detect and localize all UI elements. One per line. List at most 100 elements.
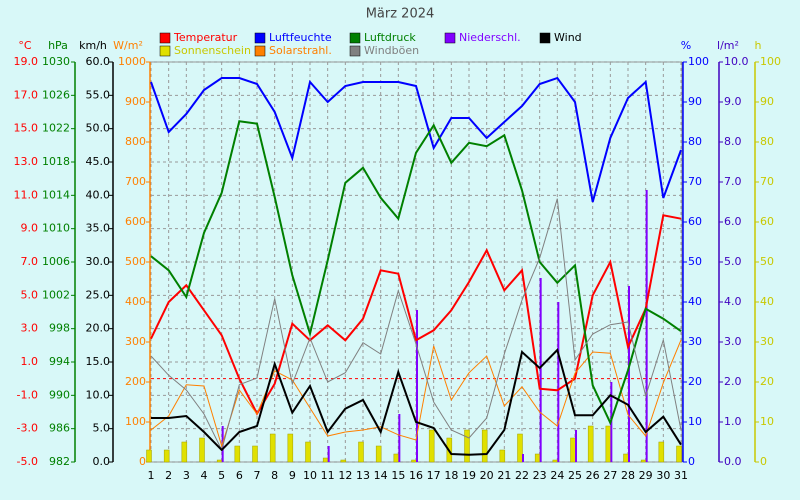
bar	[416, 310, 418, 462]
y-tick-label: 1.0	[21, 355, 39, 368]
y-tick-label: 80	[688, 135, 702, 148]
y-tick-label: 15.0	[14, 122, 39, 135]
y-tick-label: 20.0	[86, 322, 111, 335]
y-tick-label: 60.0	[86, 55, 111, 68]
y-tick-label: 11.0	[14, 188, 39, 201]
bar	[658, 441, 665, 463]
bar	[287, 433, 294, 463]
bar	[587, 425, 594, 463]
line	[150, 198, 682, 452]
y-tick-label: 45.0	[86, 155, 111, 168]
y-tick-label: 994	[49, 355, 70, 368]
y-tick-label: 0	[760, 455, 767, 468]
x-tick-label: 3	[183, 469, 190, 482]
x-tick-label: 7	[254, 469, 261, 482]
bar	[327, 446, 330, 462]
chart-title: März 2024	[366, 7, 435, 22]
bar	[199, 437, 205, 463]
bar	[575, 430, 577, 462]
y-tick-label: 50.0	[86, 122, 111, 135]
y-tick-label: 90	[688, 95, 702, 108]
bar	[552, 459, 559, 463]
y-tick-label: 3.0	[724, 335, 742, 348]
y-tick-label: 90	[760, 95, 774, 108]
x-tick-label: 20	[480, 469, 494, 482]
y-tick-label: 200	[125, 375, 146, 388]
bar	[499, 449, 506, 463]
y-tick-label: 100	[688, 55, 709, 68]
y-tick-label: 5.0	[21, 288, 39, 301]
y-tick-label: 7.0	[724, 175, 742, 188]
y-tick-label: 10	[760, 415, 774, 428]
legend-label: Luftfeuchte	[269, 31, 332, 44]
y-tick-label: 2.0	[724, 375, 742, 388]
axis-title: km/h	[79, 39, 107, 52]
y-tick-label: 100	[125, 415, 146, 428]
y-tick-label: 990	[49, 388, 70, 401]
bar	[623, 453, 629, 463]
y-tick-label: 1026	[42, 88, 70, 101]
y-tick-label: 1030	[42, 55, 70, 68]
x-tick-label: 28	[621, 469, 635, 482]
bar	[216, 459, 223, 463]
legend-swatch	[254, 32, 266, 44]
x-tick-label: 6	[236, 469, 243, 482]
y-tick-label: 30	[760, 335, 774, 348]
y-tick-label: 70	[760, 175, 774, 188]
bar	[605, 425, 612, 463]
y-tick-label: 10.0	[86, 388, 111, 401]
legend-swatch	[349, 45, 361, 57]
bar	[534, 453, 541, 463]
bar	[640, 459, 647, 463]
bar	[557, 302, 560, 462]
y-tick-label: 10.0	[724, 55, 749, 68]
bar	[146, 449, 152, 463]
bar	[252, 445, 258, 463]
bar	[398, 414, 401, 462]
bar	[181, 441, 188, 463]
y-tick-label: 9.0	[724, 95, 742, 108]
legend-label: Luftdruck	[364, 31, 416, 44]
y-tick-label: 50	[760, 255, 774, 268]
x-tick-label: 31	[674, 469, 688, 482]
line	[150, 120, 682, 426]
y-tick-label: 40.0	[86, 188, 111, 201]
y-tick-label: 50	[688, 255, 702, 268]
x-tick-label: 2	[165, 469, 172, 482]
axis-title: °C	[18, 39, 32, 52]
x-tick-label: 14	[374, 469, 388, 482]
y-tick-label: 300	[125, 335, 146, 348]
y-tick-label: 400	[125, 295, 146, 308]
x-tick-label: 10	[303, 469, 317, 482]
x-tick-label: 30	[656, 469, 670, 482]
legend-label: Windböen	[364, 44, 419, 57]
y-tick-label: 60	[760, 215, 774, 228]
bar	[522, 454, 524, 462]
y-tick-label: 5.0	[724, 255, 742, 268]
x-tick-label: 21	[497, 469, 511, 482]
y-tick-label: 7.0	[21, 255, 39, 268]
y-tick-label: 40	[760, 295, 774, 308]
bar	[234, 445, 241, 463]
legend-label: Niederschl.	[459, 31, 521, 44]
y-tick-label: 35.0	[86, 222, 111, 235]
y-tick-label: 19.0	[14, 55, 39, 68]
x-tick-label: 19	[462, 469, 476, 482]
bar	[464, 429, 470, 463]
y-tick-label: 1014	[42, 188, 70, 201]
x-tick-label: 5	[218, 469, 225, 482]
bar	[340, 459, 347, 463]
y-tick-label: 10	[688, 415, 702, 428]
y-tick-label: 3.0	[21, 322, 39, 335]
y-tick-label: 30	[688, 335, 702, 348]
y-tick-label: -3.0	[17, 422, 38, 435]
bar	[517, 433, 523, 463]
y-tick-label: 40	[688, 295, 702, 308]
legend-swatch	[159, 45, 171, 57]
y-tick-label: 1022	[42, 122, 70, 135]
y-tick-label: 15.0	[86, 355, 111, 368]
y-tick-label: 8.0	[724, 135, 742, 148]
x-tick-label: 17	[427, 469, 441, 482]
y-tick-label: 700	[125, 175, 146, 188]
line	[150, 214, 682, 416]
